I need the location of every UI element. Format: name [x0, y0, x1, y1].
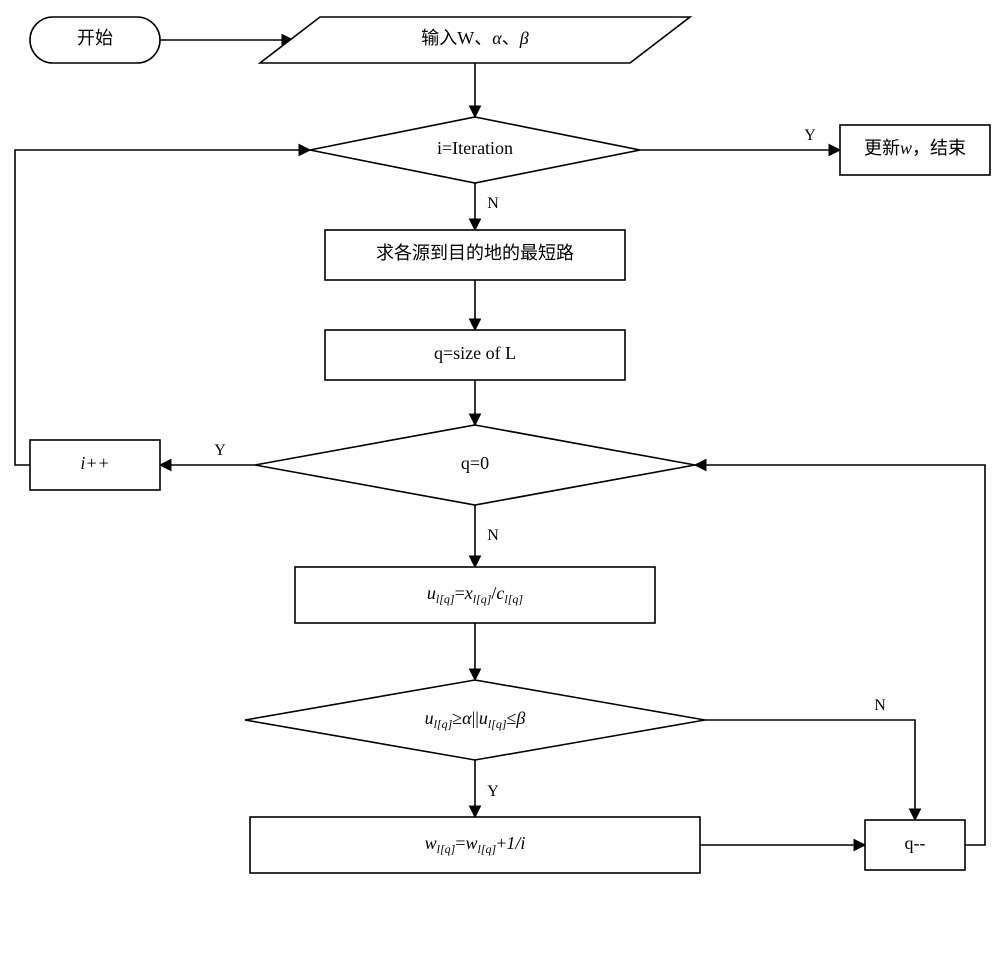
- node-label: q=0: [461, 453, 489, 473]
- node-end: 更新w，结束: [840, 125, 990, 175]
- edge-label: Y: [214, 442, 226, 459]
- node-start: 开始: [30, 17, 160, 63]
- node-label: q=size of L: [434, 343, 516, 363]
- node-q_dec: q--: [865, 820, 965, 870]
- node-dec_ab: ul[q]≥α||ul[q]≤β: [245, 680, 705, 760]
- edge-label: N: [874, 697, 886, 714]
- node-label: 输入W、α、β: [421, 28, 528, 48]
- edge-label: Y: [804, 127, 816, 144]
- node-input: 输入W、α、β: [260, 17, 690, 63]
- node-label: q--: [905, 833, 926, 853]
- node-dec_iter: i=Iteration: [310, 117, 640, 183]
- node-shortest: 求各源到目的地的最短路: [325, 230, 625, 280]
- edge-label: Y: [487, 783, 499, 800]
- edge-label: N: [487, 195, 499, 212]
- node-u_calc: ul[q]=xl[q]/cl[q]: [295, 567, 655, 623]
- edge-i_inc-dec_iter: [15, 150, 310, 465]
- node-i_inc: i++: [30, 440, 160, 490]
- node-label: i=Iteration: [437, 138, 513, 158]
- node-label: 求各源到目的地的最短路: [376, 243, 574, 263]
- edge-label: N: [487, 527, 499, 544]
- node-dec_q0: q=0: [255, 425, 695, 505]
- edge-dec_ab-q_dec: [705, 720, 915, 820]
- node-label: 开始: [77, 28, 113, 48]
- node-q_size: q=size of L: [325, 330, 625, 380]
- node-label: i++: [80, 453, 109, 473]
- node-label: 更新w，结束: [864, 138, 966, 158]
- node-w_update: wl[q]=wl[q]+1/i: [250, 817, 700, 873]
- edge-q_dec-dec_q0: [695, 465, 985, 845]
